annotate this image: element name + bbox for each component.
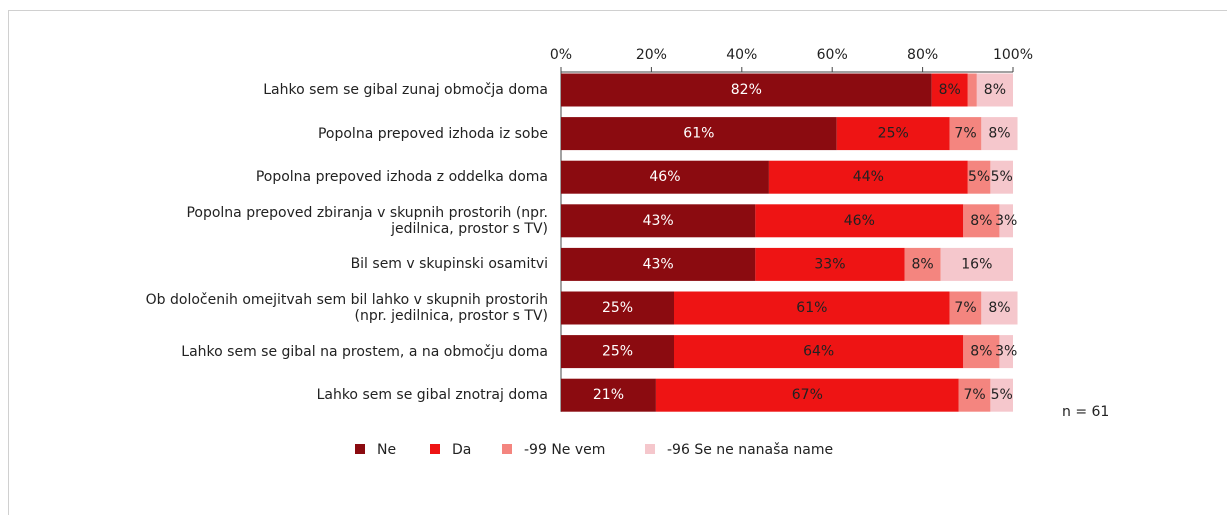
value-label: 82%: [731, 82, 762, 98]
value-label: 16%: [961, 256, 992, 272]
bar-segment: [674, 335, 964, 369]
value-label: 25%: [602, 300, 633, 316]
bar-segment: [976, 73, 1013, 107]
value-label: 5%: [968, 169, 990, 185]
value-label: 8%: [970, 213, 992, 229]
bar-segment: [958, 378, 991, 412]
value-label: 25%: [878, 126, 909, 142]
legend-label: -99 Ne vem: [524, 442, 605, 458]
value-label: 67%: [792, 387, 823, 403]
x-tick-label: 100%: [993, 47, 1033, 63]
bar-segment: [561, 335, 674, 369]
bar-segment: [561, 247, 756, 281]
legend-label: Da: [452, 442, 471, 458]
value-label: 25%: [602, 344, 633, 360]
legend-label: -96 Se ne nanaša name: [667, 442, 833, 458]
value-label: 43%: [643, 213, 674, 229]
value-label: 44%: [853, 169, 884, 185]
bar-segment: [999, 335, 1013, 369]
value-label: 3%: [995, 344, 1017, 360]
bar-segment: [755, 247, 905, 281]
bar-segment: [561, 160, 769, 194]
bar-segment: [990, 378, 1013, 412]
x-tick-label: 40%: [726, 47, 757, 63]
bar-segment: [940, 247, 1013, 281]
bar-segment: [561, 378, 656, 412]
bar-segment: [836, 117, 950, 151]
bar-segment: [963, 335, 1000, 369]
x-tick-label: 0%: [550, 47, 572, 63]
legend-swatch: [502, 444, 512, 454]
bar-segment: [981, 291, 1018, 325]
bar-segment: [561, 291, 674, 325]
value-label: 43%: [643, 256, 674, 272]
value-label: 3%: [995, 213, 1017, 229]
legend-swatch: [645, 444, 655, 454]
bar-segment: [561, 204, 756, 238]
value-label: 21%: [593, 387, 624, 403]
value-label: 5%: [991, 387, 1013, 403]
value-label: 8%: [988, 126, 1010, 142]
value-label: 33%: [814, 256, 845, 272]
value-label: 46%: [844, 213, 875, 229]
value-label: 8%: [984, 82, 1006, 98]
bar-segment: [949, 117, 982, 151]
bar-segment: [904, 247, 941, 281]
bar-segment: [990, 160, 1013, 194]
bar-segment: [755, 204, 964, 238]
value-label: 7%: [963, 387, 985, 403]
x-tick-label: 20%: [636, 47, 667, 63]
legend-swatch: [430, 444, 440, 454]
annotation: n = 61: [1062, 404, 1109, 420]
bar-segment: [963, 204, 1000, 238]
value-label: 61%: [796, 300, 827, 316]
value-label: 8%: [911, 256, 933, 272]
value-label: 8%: [970, 344, 992, 360]
bar-segment: [967, 160, 991, 194]
category-label: Lahko sem se gibal znotraj doma: [316, 387, 548, 404]
category-label: Lahko sem se gibal zunaj območja doma: [263, 82, 548, 98]
frame: [8, 10, 1227, 515]
bar-segment: [768, 160, 968, 194]
category-label: Popolna prepoved izhoda iz sobe: [317, 125, 548, 142]
bar-segment: [949, 291, 982, 325]
x-tick-label: 80%: [907, 47, 938, 63]
bar-segment: [561, 73, 932, 107]
value-label: 8%: [939, 82, 961, 98]
bar-segment: [981, 117, 1018, 151]
bar-segment: [931, 73, 968, 107]
value-label: 61%: [683, 126, 714, 142]
bar-segment: [561, 117, 837, 151]
bar-segment: [999, 204, 1013, 238]
bar-segment: [655, 378, 959, 412]
value-label: 7%: [954, 126, 976, 142]
value-label: 46%: [649, 169, 680, 185]
value-label: 8%: [988, 300, 1010, 316]
x-tick-label: 60%: [817, 47, 848, 63]
legend-label: Ne: [377, 442, 396, 458]
bar-segment: [967, 73, 977, 107]
category-label: Lahko sem se gibal na prostem, a na obmo…: [181, 343, 548, 360]
value-label: 5%: [991, 169, 1013, 185]
bar-segment: [674, 291, 950, 325]
category-label: Ob določenih omejitvah sem bil lahko v s…: [145, 292, 548, 324]
category-label: Popolna prepoved zbiranja v skupnih pros…: [186, 204, 548, 237]
category-label: Popolna prepoved izhoda z oddelka doma: [255, 169, 548, 186]
value-label: 7%: [954, 300, 976, 316]
category-label: Bil sem v skupinski osamitvi: [350, 256, 548, 273]
value-label: 64%: [803, 344, 834, 360]
legend-swatch: [355, 444, 365, 454]
